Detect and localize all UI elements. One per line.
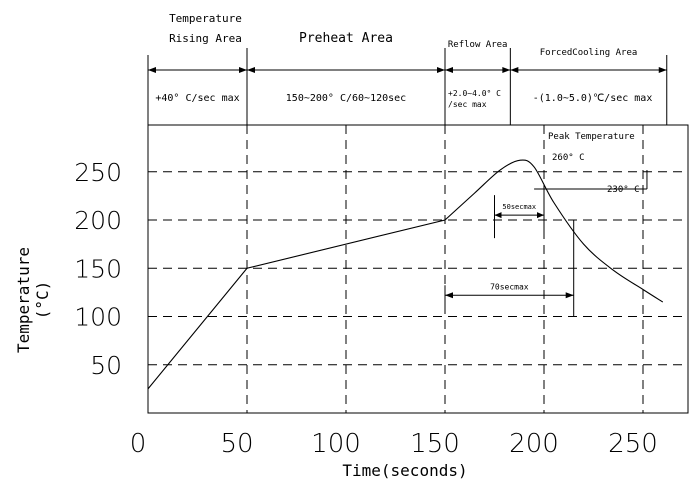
zone-arrow-2-head-left <box>445 67 453 73</box>
y-tick-label: 150 <box>74 254 122 283</box>
window-70-label: 70secmax <box>490 282 529 291</box>
y-axis-unit: (°C) <box>33 281 52 320</box>
zone-title-line1: Reflow Area <box>448 40 508 50</box>
x-tick-label: 250 <box>608 429 658 459</box>
level-230-label: 230° C <box>607 185 640 195</box>
window-50-label: 50secmax <box>502 203 536 211</box>
zone-spec-line2: /sec max <box>448 100 487 109</box>
zone-arrow-0-head-right <box>239 67 247 73</box>
zone-spec-line1: +2.0~4.0° C <box>448 89 501 98</box>
x-axis-title: Time(seconds) <box>342 461 467 480</box>
x-tick-label: 50 <box>220 429 253 459</box>
y-tick-label: 200 <box>74 206 122 235</box>
y-tick-label: 250 <box>74 158 122 187</box>
peak-temperature-value: 260° C <box>552 153 585 163</box>
zone-arrow-1-head-right <box>437 67 445 73</box>
zone-title-line1: ForcedCooling Area <box>540 48 638 58</box>
window-70-head-left <box>445 292 453 299</box>
zone-title-line2: Rising Area <box>169 32 242 45</box>
window-50-head-left <box>494 212 502 219</box>
zone-arrow-2-head-right <box>502 67 511 73</box>
zone-arrow-3-head-left <box>510 67 519 73</box>
zone-spec: -(1.0~5.0)℃/sec max <box>533 93 653 104</box>
zone-arrow-0-head-left <box>148 67 156 73</box>
zone-title-line1: Preheat Area <box>299 31 393 46</box>
x-tick-label: 150 <box>410 429 460 459</box>
temperature-curve <box>147 159 664 390</box>
zone-title-line1: Temperature <box>169 12 242 25</box>
y-tick-label: 50 <box>90 351 122 380</box>
zone-spec: +40° C/sec max <box>155 93 239 104</box>
peak-temperature-label: Peak Temperature <box>548 132 635 142</box>
grid-lines <box>148 125 688 413</box>
y-tick-label: 100 <box>74 303 122 332</box>
plot-frame <box>147 124 689 414</box>
x-tick-label: 200 <box>509 429 559 459</box>
zone-spec: 150~200° C/60~120sec <box>286 93 406 104</box>
x-tick-label: 0 <box>130 429 147 459</box>
window-70-head-right <box>565 292 574 299</box>
x-tick-label: 100 <box>311 429 361 459</box>
zone-header: Temperature Rising Area +40° C/sec max Preh… <box>147 12 688 126</box>
zone-arrow-3-head-right <box>658 67 667 73</box>
axis-ticks: 0 50 100 150 200 250 50 100 150 200 250 <box>74 158 658 459</box>
window-50-head-right <box>537 212 544 219</box>
annotations: Peak Temperature 260° C 230° C 50secmax 70se… <box>444 132 648 317</box>
y-axis-title: Temperature <box>14 247 33 353</box>
zone-arrow-1-head-left <box>247 67 255 73</box>
